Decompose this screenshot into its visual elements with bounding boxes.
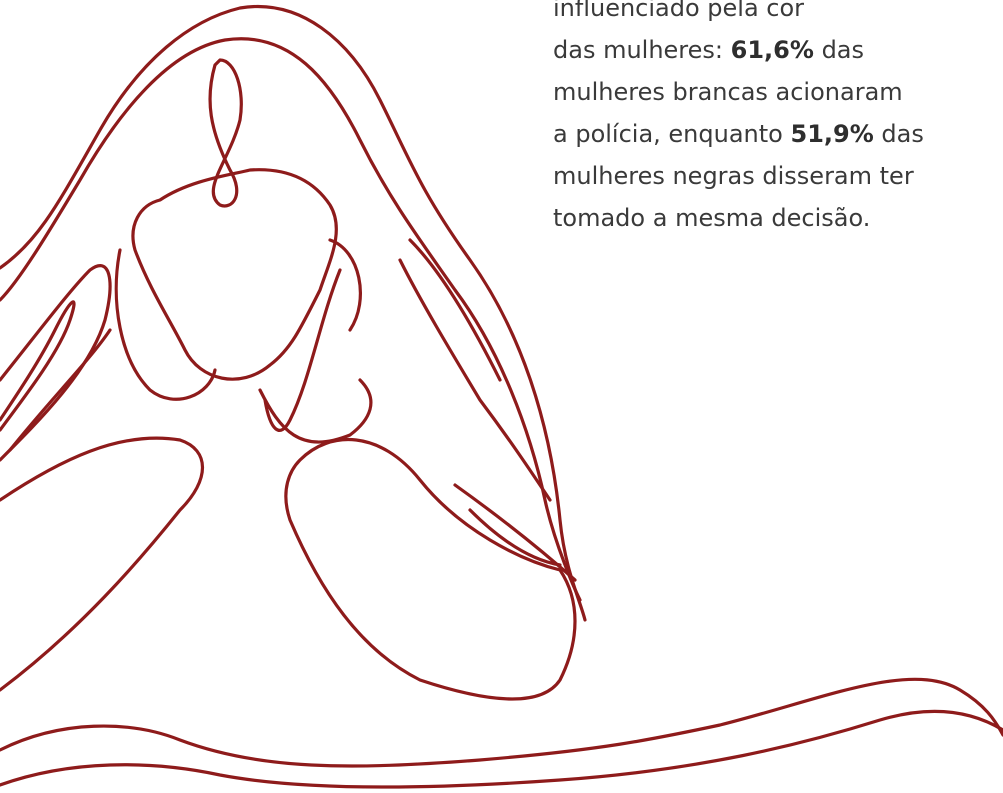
right-hand	[260, 240, 371, 442]
highlight-number: 51,9%	[791, 120, 874, 148]
page: {"text": {"lines": [ ["influenciado pela…	[0, 0, 1003, 793]
ground-wave-lower	[0, 711, 1003, 787]
right-arm	[286, 440, 575, 699]
text: influenciado pela cor	[553, 0, 804, 22]
left-hand	[0, 250, 215, 460]
text: a polícia, enquanto	[553, 120, 783, 148]
text: tomado a mesma decisão.	[553, 204, 870, 232]
text-line: tomado a mesma decisão.	[553, 197, 1003, 239]
text: mulheres negras disseram ter	[553, 162, 914, 190]
head-parting	[210, 60, 241, 206]
text-line: mulheres negras disseram ter	[553, 155, 1003, 197]
ground-wave	[0, 679, 1003, 766]
text: das	[881, 120, 923, 148]
strands-right	[400, 240, 575, 580]
left-arm	[0, 438, 203, 690]
text: das	[822, 36, 864, 64]
text-line: das mulheres: 61,6% das	[553, 29, 1003, 71]
text-block: influenciado pela cor das mulheres: 61,6…	[553, 0, 1003, 239]
text-line: mulheres brancas acionaram	[553, 71, 1003, 113]
text-line: influenciado pela cor	[553, 0, 1003, 29]
text-line: a polícia, enquanto 51,9% das	[553, 113, 1003, 155]
text: das mulheres:	[553, 36, 723, 64]
strands-left	[0, 302, 110, 450]
text: mulheres brancas acionaram	[553, 78, 903, 106]
highlight-number: 61,6%	[731, 36, 814, 64]
